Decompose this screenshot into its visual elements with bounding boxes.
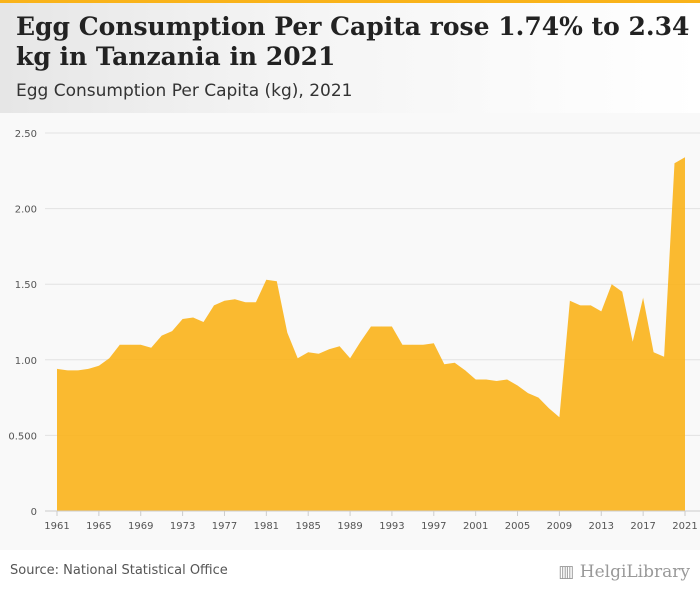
x-tick-label: 2013 (589, 521, 614, 532)
x-tick-label: 1985 (295, 521, 320, 532)
x-tick-label: 1973 (170, 521, 195, 532)
x-tick-label: 2005 (505, 521, 530, 532)
x-tick-label: 2017 (630, 521, 655, 532)
chart-title: Egg Consumption Per Capita rose 1.74% to… (16, 12, 690, 71)
logo-text: HelgiLibrary (579, 562, 690, 582)
header (0, 0, 700, 113)
source-note: Source: National Statistical Office (10, 563, 228, 578)
y-tick-label: 1.50 (15, 280, 37, 291)
y-tick-label: 2.00 (15, 205, 37, 216)
x-tick-label: 2009 (547, 521, 572, 532)
top-accent-bar (0, 0, 700, 3)
x-tick-label: 1997 (421, 521, 446, 532)
area-series (57, 157, 685, 511)
helgilibrary-logo: ▥ HelgiLibrary (558, 562, 690, 582)
x-tick-label: 1993 (379, 521, 404, 532)
x-tick-label: 1961 (44, 521, 69, 532)
x-tick-label: 1981 (254, 521, 279, 532)
x-tick-label: 1969 (128, 521, 153, 532)
x-tick-label: 1977 (212, 521, 237, 532)
y-tick-label: 0.500 (8, 431, 37, 442)
x-tick-label: 1965 (86, 521, 111, 532)
y-tick-label: 0 (31, 507, 37, 518)
area-chart: 0 0.500 1.00 1.50 2.00 2.50 1961 1965 1969 1973 19… (8, 129, 700, 532)
x-tick-label: 1989 (337, 521, 362, 532)
x-tick-label: 2001 (463, 521, 488, 532)
y-tick-label: 2.50 (15, 129, 37, 140)
x-tick-label: 2021 (672, 521, 697, 532)
chart-subtitle: Egg Consumption Per Capita (kg), 2021 (16, 81, 353, 101)
y-tick-label: 1.00 (15, 356, 37, 367)
